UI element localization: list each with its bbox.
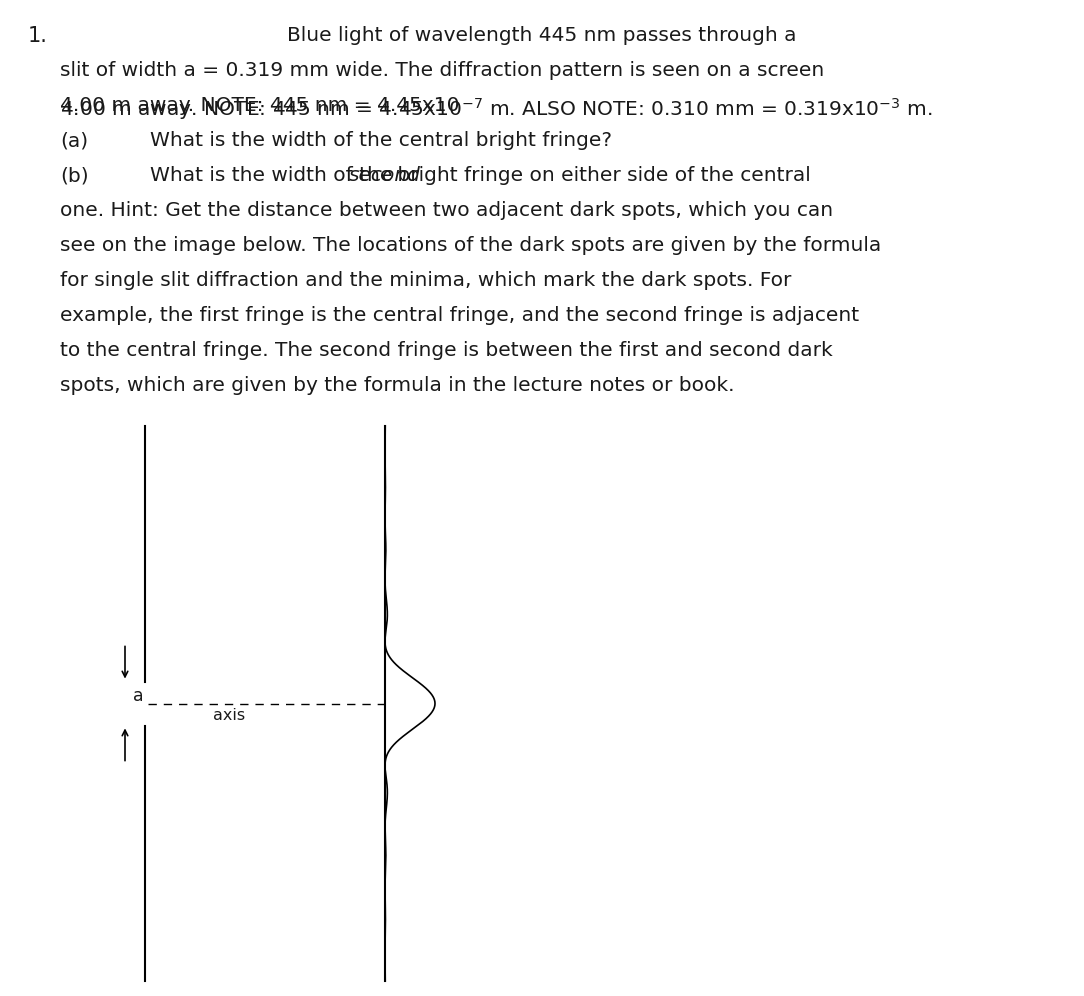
Text: second: second: [349, 166, 421, 185]
Text: What is the width of the: What is the width of the: [150, 166, 399, 185]
Text: 1.: 1.: [28, 26, 48, 46]
Text: slit of width a = 0.319 mm wide. The diffraction pattern is seen on a screen: slit of width a = 0.319 mm wide. The dif…: [60, 61, 824, 80]
Text: axis: axis: [212, 707, 245, 722]
Text: bright fringe on either side of the central: bright fringe on either side of the cent…: [390, 166, 811, 185]
Text: see on the image below. The locations of the dark spots are given by the formula: see on the image below. The locations of…: [60, 236, 881, 255]
Text: to the central fringe. The second fringe is between the first and second dark: to the central fringe. The second fringe…: [60, 341, 833, 360]
Text: a: a: [133, 686, 143, 704]
Text: one. Hint: Get the distance between two adjacent dark spots, which you can: one. Hint: Get the distance between two …: [60, 201, 834, 220]
Text: for single slit diffraction and the minima, which mark the dark spots. For: for single slit diffraction and the mini…: [60, 271, 791, 290]
Text: 4.00 m away. NOTE: 445 nm = 4.45x10: 4.00 m away. NOTE: 445 nm = 4.45x10: [60, 96, 460, 115]
Text: (b): (b): [60, 166, 89, 185]
Text: example, the first fringe is the central fringe, and the second fringe is adjace: example, the first fringe is the central…: [60, 306, 860, 325]
Text: 4.00 m away. NOTE: 445 nm = 4.45x10$^{-7}$ m. ALSO NOTE: 0.310 mm = 0.319x10$^{-: 4.00 m away. NOTE: 445 nm = 4.45x10$^{-7…: [60, 96, 932, 122]
Text: Blue light of wavelength 445 nm passes through a: Blue light of wavelength 445 nm passes t…: [287, 26, 797, 45]
Text: What is the width of the central bright fringe?: What is the width of the central bright …: [150, 131, 612, 150]
Text: (a): (a): [60, 131, 88, 150]
Text: spots, which are given by the formula in the lecture notes or book.: spots, which are given by the formula in…: [60, 376, 735, 395]
